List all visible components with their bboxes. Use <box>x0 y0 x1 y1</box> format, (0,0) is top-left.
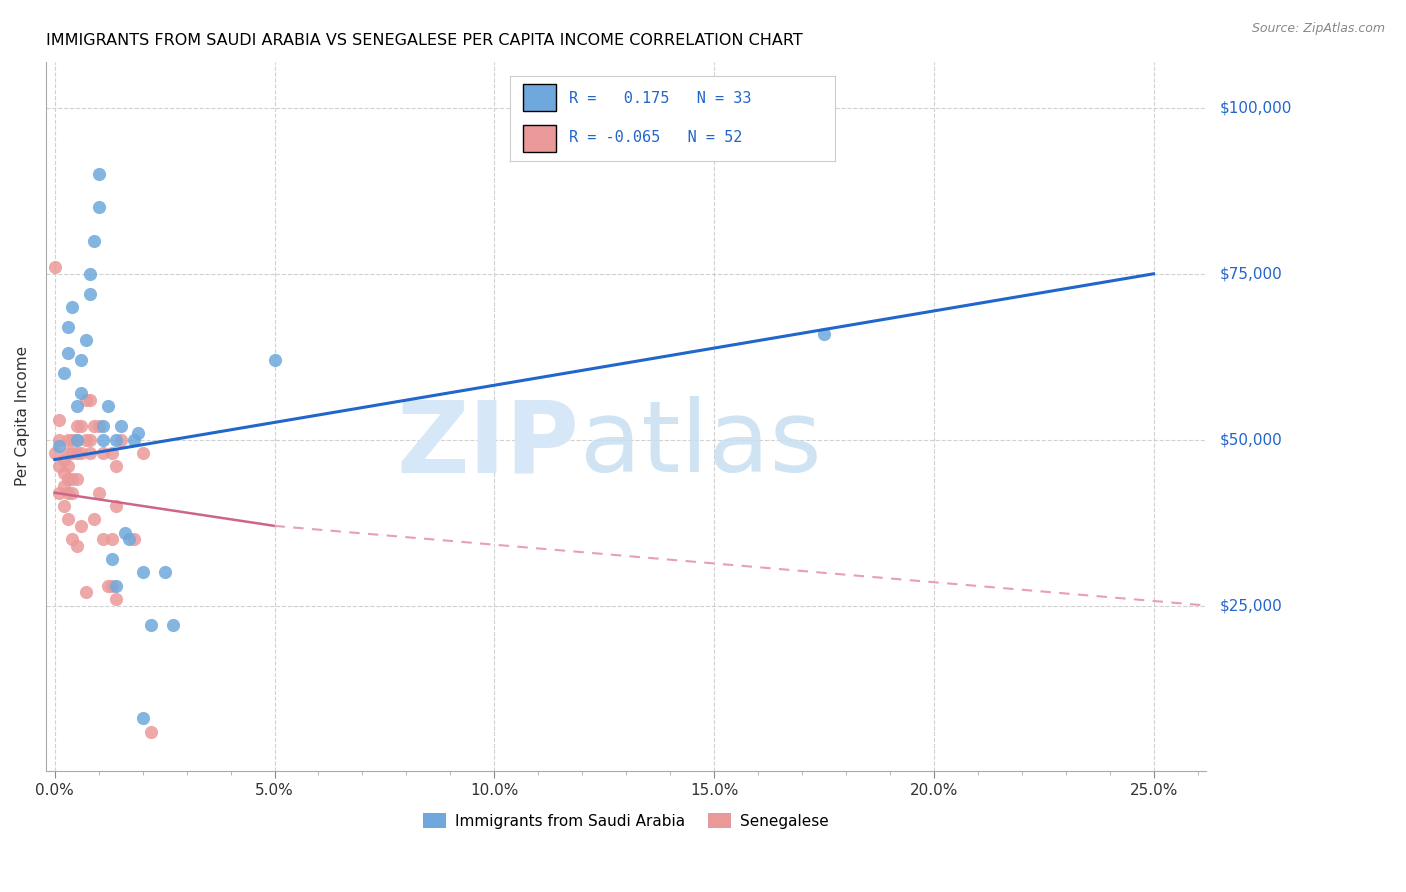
Y-axis label: Per Capita Income: Per Capita Income <box>15 346 30 486</box>
Text: $50,000: $50,000 <box>1220 432 1282 447</box>
Point <box>83 419 105 434</box>
Point <box>105 499 128 513</box>
Text: $25,000: $25,000 <box>1220 598 1282 613</box>
Point <box>56 485 79 500</box>
Point <box>79 286 101 301</box>
Point <box>131 566 153 580</box>
Point <box>87 419 110 434</box>
Point <box>101 532 124 546</box>
Point <box>52 466 75 480</box>
Point <box>66 539 89 553</box>
Point <box>52 452 75 467</box>
Point <box>105 433 128 447</box>
Point <box>66 473 89 487</box>
Point <box>75 392 97 407</box>
Point <box>56 433 79 447</box>
Point <box>83 512 105 526</box>
Point <box>91 433 114 447</box>
Point <box>83 234 105 248</box>
Point <box>131 711 153 725</box>
Point <box>79 267 101 281</box>
Point <box>56 346 79 360</box>
Point <box>60 300 83 314</box>
Point <box>56 512 79 526</box>
Text: $75,000: $75,000 <box>1220 267 1282 281</box>
Point <box>79 446 101 460</box>
Point <box>60 473 83 487</box>
Point <box>52 367 75 381</box>
Text: ZIP: ZIP <box>396 396 579 493</box>
Point <box>60 485 83 500</box>
Point <box>101 446 124 460</box>
Point <box>87 167 110 181</box>
Point <box>105 459 128 474</box>
Point <box>91 419 114 434</box>
Point <box>153 566 176 580</box>
Point <box>127 425 149 440</box>
Point <box>66 433 89 447</box>
Point <box>60 446 83 460</box>
Point <box>96 579 118 593</box>
Point <box>105 591 128 606</box>
Point <box>75 585 97 599</box>
Point <box>66 446 89 460</box>
Point <box>44 260 66 275</box>
Point <box>96 400 118 414</box>
Point <box>263 353 285 368</box>
Point <box>141 618 163 632</box>
Point <box>48 459 70 474</box>
Point <box>105 579 128 593</box>
Point <box>70 353 93 368</box>
Point <box>101 579 124 593</box>
Text: atlas: atlas <box>579 396 821 493</box>
Point <box>87 485 110 500</box>
Point <box>114 525 136 540</box>
Point <box>56 473 79 487</box>
Point <box>70 386 93 401</box>
Point <box>75 333 97 347</box>
Point <box>70 519 93 533</box>
Text: IMMIGRANTS FROM SAUDI ARABIA VS SENEGALESE PER CAPITA INCOME CORRELATION CHART: IMMIGRANTS FROM SAUDI ARABIA VS SENEGALE… <box>46 33 803 48</box>
Point <box>122 532 145 546</box>
Point <box>141 724 163 739</box>
Point <box>122 433 145 447</box>
Point <box>79 392 101 407</box>
Legend: Immigrants from Saudi Arabia, Senegalese: Immigrants from Saudi Arabia, Senegalese <box>418 806 835 835</box>
Point <box>66 400 89 414</box>
Point <box>56 319 79 334</box>
Point <box>813 326 835 341</box>
Point <box>60 433 83 447</box>
Point <box>56 446 79 460</box>
Point <box>66 419 89 434</box>
Point <box>48 439 70 453</box>
Point <box>52 479 75 493</box>
Point <box>101 552 124 566</box>
Point <box>56 459 79 474</box>
Point <box>131 446 153 460</box>
Point <box>60 532 83 546</box>
Point <box>118 532 141 546</box>
Point <box>48 485 70 500</box>
Point <box>48 413 70 427</box>
Text: $100,000: $100,000 <box>1220 101 1292 115</box>
Text: Source: ZipAtlas.com: Source: ZipAtlas.com <box>1251 22 1385 36</box>
Point <box>110 419 132 434</box>
Point <box>52 499 75 513</box>
Point <box>110 433 132 447</box>
Point <box>79 433 101 447</box>
Point <box>87 201 110 215</box>
Point <box>91 532 114 546</box>
Point <box>48 433 70 447</box>
Point <box>162 618 184 632</box>
Point <box>66 433 89 447</box>
Point <box>70 446 93 460</box>
Point <box>70 419 93 434</box>
Point <box>91 446 114 460</box>
Point <box>44 446 66 460</box>
Point <box>75 433 97 447</box>
